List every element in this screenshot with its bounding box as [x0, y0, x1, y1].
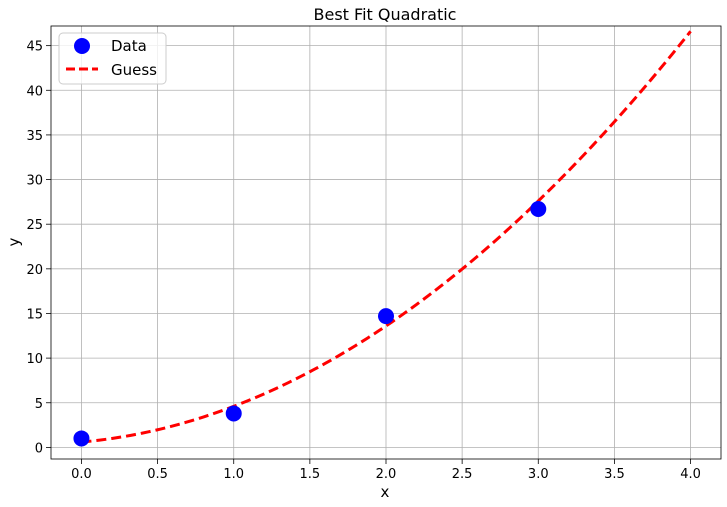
data-series	[73, 201, 547, 447]
data-point	[378, 308, 394, 325]
x-tick-label: 0.0	[71, 467, 92, 482]
y-tick-label: 5	[35, 397, 43, 412]
y-tick-label: 45	[26, 40, 43, 55]
y-tick-label: 25	[26, 218, 43, 233]
y-axis: 0 5 10 15 20 25 30 35 40 45	[26, 40, 51, 456]
legend-data-label: Data	[111, 37, 147, 55]
data-point	[225, 405, 242, 422]
x-axis-label: x	[381, 483, 390, 501]
y-axis-label: y	[5, 237, 23, 246]
x-tick-label: 2.5	[452, 467, 473, 482]
y-tick-label: 30	[26, 174, 43, 189]
x-tick-label: 4.0	[680, 467, 701, 482]
y-tick-label: 35	[26, 129, 43, 144]
legend-data-marker	[74, 38, 90, 54]
y-tick-label: 0	[35, 441, 43, 456]
data-point	[73, 430, 90, 447]
data-point	[530, 201, 547, 218]
y-tick-label: 40	[26, 84, 43, 99]
x-axis: 0.0 0.5 1.0 1.5 2.0 2.5 3.0 3.5 4.0	[71, 459, 701, 482]
legend: Data Guess	[58, 32, 167, 85]
x-tick-label: 0.5	[147, 467, 168, 482]
x-tick-label: 3.5	[604, 467, 625, 482]
x-tick-label: 1.5	[300, 467, 321, 482]
y-tick-label: 15	[26, 307, 43, 322]
x-tick-label: 1.0	[223, 467, 244, 482]
grid	[51, 26, 721, 459]
x-tick-label: 3.0	[528, 467, 549, 482]
legend-guess-label: Guess	[111, 61, 157, 79]
chart-title: Best Fit Quadratic	[314, 5, 457, 24]
y-tick-label: 20	[26, 263, 43, 278]
y-tick-label: 10	[26, 352, 43, 367]
x-tick-label: 2.0	[376, 467, 397, 482]
